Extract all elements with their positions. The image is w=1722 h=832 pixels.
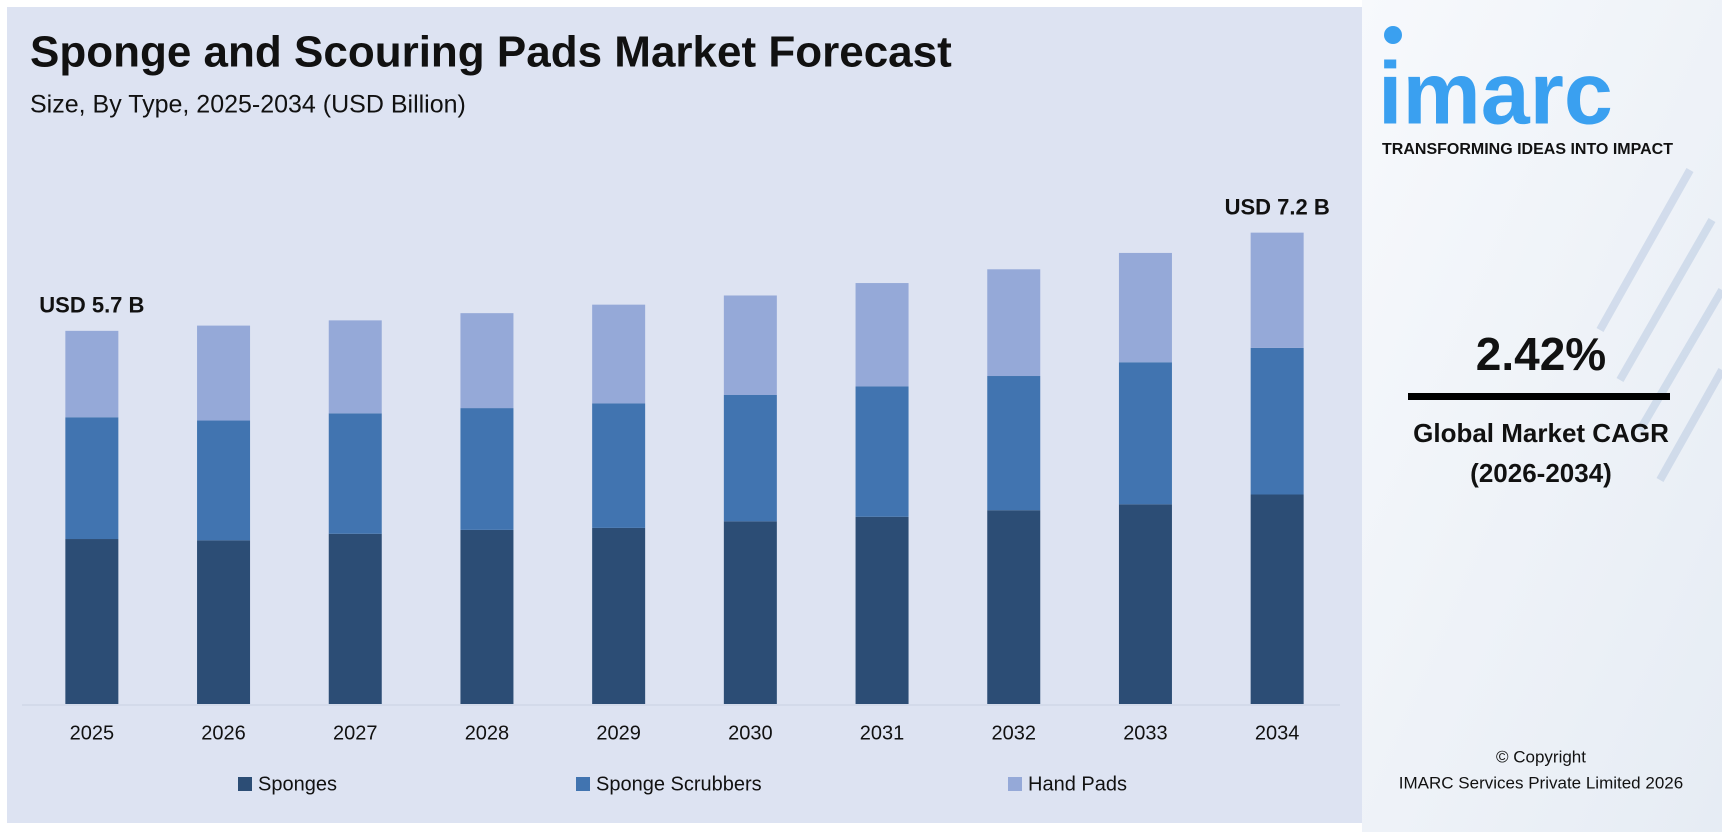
bar-segment — [197, 420, 251, 541]
side-panel — [1362, 0, 1722, 832]
legend-swatch — [576, 777, 590, 791]
bar-segment — [65, 330, 119, 418]
bar-segment — [987, 376, 1041, 511]
bar-segment — [460, 313, 514, 409]
bar-segment — [460, 529, 514, 704]
bar-segment — [197, 540, 251, 704]
cagr-value: 2.42% — [1476, 328, 1606, 380]
bar-segment — [1118, 252, 1172, 363]
bar-segment — [987, 269, 1041, 377]
x-tick-label: 2025 — [70, 722, 115, 744]
legend-label: Hand Pads — [1028, 773, 1127, 795]
bar-segment — [855, 283, 909, 387]
x-tick-label: 2030 — [728, 722, 773, 744]
bar-segment — [723, 295, 777, 395]
bar-segment — [592, 304, 646, 404]
bar-segment — [855, 516, 909, 704]
bar-segment — [1118, 504, 1172, 704]
bar-segment — [65, 539, 119, 704]
copyright: © Copyright — [1496, 747, 1586, 766]
bar-segment — [328, 413, 382, 534]
legend-swatch — [1008, 777, 1022, 791]
chart-title: Sponge and Scouring Pads Market Forecast — [30, 28, 952, 77]
tagline: TRANSFORMING IDEAS INTO IMPACT — [1382, 141, 1673, 158]
bar-segment — [328, 320, 382, 414]
x-tick-label: 2032 — [992, 722, 1037, 744]
x-tick-label: 2026 — [201, 722, 246, 744]
x-tick-label: 2031 — [860, 722, 905, 744]
bar-segment — [855, 386, 909, 517]
bar-segment — [328, 533, 382, 704]
bar-segment — [592, 403, 646, 528]
legend-swatch — [238, 777, 252, 791]
bar-segment — [723, 521, 777, 704]
total-label: USD 5.7 B — [39, 293, 144, 318]
bar-segment — [65, 417, 119, 540]
bar-segment — [592, 527, 646, 704]
x-tick-label: 2029 — [596, 722, 641, 744]
side-decoration — [1596, 168, 1722, 482]
cagr-period: (2026-2034) — [1470, 458, 1612, 488]
bar-segment — [723, 394, 777, 522]
bar-segment — [987, 510, 1041, 704]
company: IMARC Services Private Limited 2026 — [1399, 773, 1683, 792]
bar-segment — [460, 408, 514, 530]
logo: imarc — [1378, 43, 1613, 142]
legend-label: Sponges — [258, 773, 337, 795]
chart-subtitle: Size, By Type, 2025-2034 (USD Billion) — [30, 91, 466, 119]
legend-label: Sponge Scrubbers — [596, 773, 762, 795]
total-label: USD 7.2 B — [1225, 194, 1330, 219]
x-tick-label: 2033 — [1123, 722, 1168, 744]
x-tick-label: 2034 — [1255, 722, 1300, 744]
bar-segment — [1250, 347, 1304, 495]
bar-segment — [1250, 494, 1304, 704]
logo-dot — [1384, 26, 1402, 44]
cagr-label: Global Market CAGR — [1413, 418, 1669, 448]
cagr-rule — [1408, 393, 1670, 400]
bar-segment — [1118, 362, 1172, 505]
x-tick-label: 2027 — [333, 722, 378, 744]
bar-segment — [197, 325, 251, 421]
x-tick-label: 2028 — [465, 722, 510, 744]
bar-segment — [1250, 232, 1304, 348]
